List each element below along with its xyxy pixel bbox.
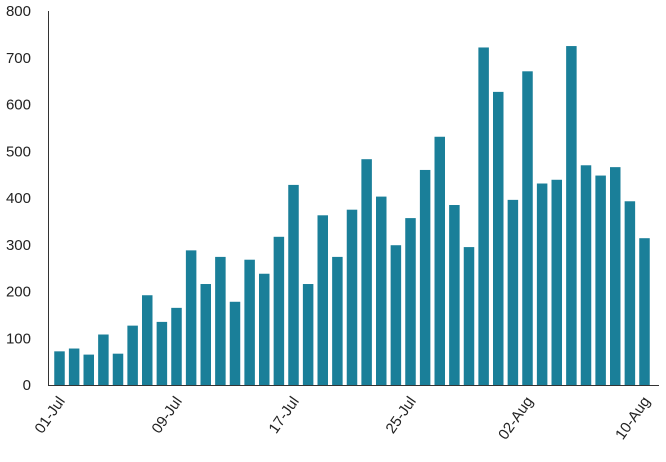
bar [493, 91, 504, 385]
bar [156, 321, 168, 385]
x-tick-label: 09-Jul [148, 394, 185, 437]
x-tick-label: 10-Aug [612, 394, 654, 443]
x-axis: 01-Jul 09-Jul 17-Jul 25-Jul 02-Aug 10-Aug [31, 385, 659, 443]
bar [259, 273, 270, 385]
bar [229, 301, 241, 385]
bar [142, 295, 153, 385]
y-tick-label: 200 [6, 284, 31, 301]
bar [302, 284, 314, 385]
bar [288, 184, 299, 385]
bar [551, 179, 562, 385]
bar [317, 215, 328, 385]
bar [185, 250, 197, 385]
bar [127, 325, 138, 385]
y-tick-label: 0 [23, 377, 31, 394]
bar [83, 354, 94, 385]
bar [639, 238, 650, 385]
bar [200, 284, 211, 385]
y-tick-label: 500 [6, 143, 31, 160]
x-tick-label: 17-Jul [265, 394, 302, 437]
x-tick-label: 02-Aug [495, 394, 537, 443]
bar [361, 159, 372, 385]
bar [595, 175, 606, 385]
bar [507, 199, 519, 385]
bar [566, 46, 577, 386]
bar [580, 165, 592, 385]
x-tick-label: 25-Jul [382, 394, 419, 437]
y-axis: 0 100 200 300 400 500 600 700 800 [6, 3, 49, 394]
bar [112, 353, 124, 385]
x-tick-label: 01-Jul [31, 394, 68, 437]
bar [405, 218, 416, 385]
bar [273, 236, 285, 385]
y-tick-label: 800 [6, 3, 31, 20]
bar [171, 307, 182, 385]
bar [434, 136, 445, 385]
bar [449, 205, 460, 385]
bar [624, 201, 636, 385]
bars [54, 46, 650, 386]
bar [215, 256, 226, 385]
bar [376, 196, 387, 385]
bar [332, 256, 343, 385]
y-tick-label: 700 [6, 50, 31, 67]
bar [536, 183, 548, 385]
bar [244, 259, 255, 385]
bar [463, 247, 475, 385]
y-tick-label: 300 [6, 237, 31, 254]
y-tick-label: 100 [6, 330, 31, 347]
bar [346, 209, 358, 385]
bar [68, 348, 80, 385]
y-tick-label: 600 [6, 97, 31, 114]
bar [98, 334, 109, 385]
y-tick-label: 400 [6, 190, 31, 207]
bar [419, 169, 431, 385]
bar [478, 47, 489, 385]
bar [610, 167, 621, 385]
bar [390, 245, 402, 385]
bar [54, 351, 65, 385]
bar [522, 71, 533, 385]
